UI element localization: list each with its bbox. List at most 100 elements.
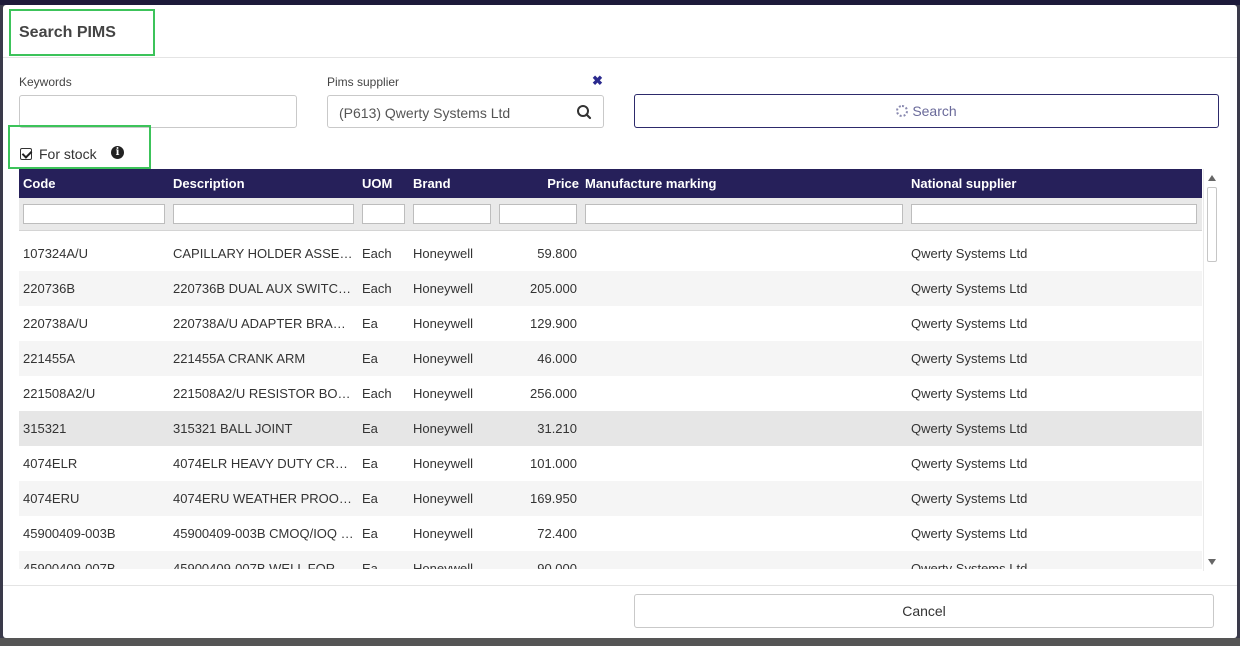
cell-code: 4074ERU bbox=[23, 491, 80, 506]
column-header-uom[interactable]: UOM bbox=[362, 176, 393, 191]
cell-brand: Honeywell bbox=[413, 526, 473, 541]
cell-national-supplier: Qwerty Systems Ltd bbox=[911, 351, 1028, 366]
cell-price: 59.800 bbox=[537, 246, 577, 261]
filter-national-supplier-input[interactable] bbox=[911, 204, 1197, 224]
cell-national-supplier: Qwerty Systems Ltd bbox=[911, 526, 1028, 541]
search-pims-dialog: Search PIMS Keywords Pims supplier ✖ (P6… bbox=[3, 5, 1237, 638]
cell-description: 45900409-007B WELL FOR SENSOR bbox=[173, 561, 355, 569]
for-stock-label[interactable]: For stock bbox=[39, 146, 97, 162]
cell-national-supplier: Qwerty Systems Ltd bbox=[911, 491, 1028, 506]
pims-supplier-label: Pims supplier bbox=[327, 75, 400, 89]
grid-scrollbar[interactable] bbox=[1203, 169, 1219, 571]
cell-uom: Ea bbox=[362, 421, 378, 436]
table-row[interactable]: 4074ERU 4074ERU WEATHER PROOF COVER Ea Hone… bbox=[19, 481, 1202, 516]
table-row[interactable]: 45900409-003B 45900409-003B CMOQ/IOQ MODU… bbox=[19, 516, 1202, 551]
table-row[interactable]: 315321 315321 BALL JOINT Ea Honeywell 31.210… bbox=[19, 411, 1202, 446]
cell-brand: Honeywell bbox=[413, 386, 473, 401]
for-stock-group: For stock i bbox=[8, 125, 151, 169]
filter-description-input[interactable] bbox=[173, 204, 354, 224]
cell-description: 315321 BALL JOINT bbox=[173, 421, 293, 436]
scrollbar-thumb[interactable] bbox=[1207, 187, 1217, 262]
filter-price-input[interactable] bbox=[499, 204, 577, 224]
scroll-down-arrow-icon[interactable] bbox=[1208, 559, 1216, 565]
cell-code: 315321 bbox=[23, 421, 67, 436]
column-header-brand[interactable]: Brand bbox=[413, 176, 451, 191]
for-stock-checkbox[interactable] bbox=[20, 148, 32, 160]
cell-description: 221455A CRANK ARM bbox=[173, 351, 306, 366]
cell-price: 46.000 bbox=[537, 351, 577, 366]
info-icon[interactable]: i bbox=[111, 146, 124, 159]
cell-brand: Honeywell bbox=[413, 491, 473, 506]
keywords-label: Keywords bbox=[19, 75, 72, 89]
cell-brand: Honeywell bbox=[413, 456, 473, 471]
cell-national-supplier: Qwerty Systems Ltd bbox=[911, 561, 1028, 569]
cell-price: 90.000 bbox=[537, 561, 577, 569]
cell-description: 220736B DUAL AUX SWITCH KIT bbox=[173, 281, 355, 296]
table-row[interactable]: 221455A 221455A CRANK ARM Ea Honeywell 46.00… bbox=[19, 341, 1202, 376]
cell-national-supplier: Qwerty Systems Ltd bbox=[911, 281, 1028, 296]
cell-uom: Ea bbox=[362, 561, 378, 569]
table-row[interactable]: 221508A2/U 221508A2/U RESISTOR BOARD Each H… bbox=[19, 376, 1202, 411]
keywords-input[interactable] bbox=[19, 95, 297, 128]
cell-brand: Honeywell bbox=[413, 561, 473, 569]
cell-code: 221455A bbox=[23, 351, 76, 366]
column-header-price[interactable]: Price bbox=[547, 176, 579, 191]
loading-spinner-icon bbox=[896, 105, 909, 117]
cell-uom: Ea bbox=[362, 491, 378, 506]
clear-supplier-icon[interactable]: ✖ bbox=[592, 73, 603, 88]
cell-uom: Ea bbox=[362, 456, 378, 471]
cell-uom: Each bbox=[362, 386, 392, 401]
cell-description: 221508A2/U RESISTOR BOARD bbox=[173, 386, 355, 401]
column-header-national-supplier[interactable]: National supplier bbox=[911, 176, 1017, 191]
scroll-up-arrow-icon[interactable] bbox=[1208, 175, 1216, 181]
magnifier-icon bbox=[577, 105, 592, 120]
table-row[interactable]: 220736B 220736B DUAL AUX SWITCH KIT Each Ho… bbox=[19, 271, 1202, 306]
cell-national-supplier: Qwerty Systems Ltd bbox=[911, 386, 1028, 401]
results-grid: Code Description UOM Brand Price Manufac… bbox=[19, 169, 1202, 569]
cell-national-supplier: Qwerty Systems Ltd bbox=[911, 456, 1028, 471]
cell-code: 4074ELR bbox=[23, 456, 78, 471]
cell-code: 45900409-007B bbox=[23, 561, 116, 569]
search-button-label: Search bbox=[912, 103, 957, 119]
cell-brand: Honeywell bbox=[413, 281, 473, 296]
cell-description: 4074ELR HEAVY DUTY CRANK ARM bbox=[173, 456, 355, 471]
cell-description: 4074ERU WEATHER PROOF COVER bbox=[173, 491, 355, 506]
cell-brand: Honeywell bbox=[413, 351, 473, 366]
filter-uom-input[interactable] bbox=[362, 204, 405, 224]
cell-price: 169.950 bbox=[530, 491, 577, 506]
cell-brand: Honeywell bbox=[413, 246, 473, 261]
filter-brand-input[interactable] bbox=[413, 204, 491, 224]
table-row[interactable]: 107324A/U CAPILLARY HOLDER ASSEMBLY Each Ho… bbox=[19, 236, 1202, 271]
backdrop-top bbox=[0, 0, 1240, 5]
grid-header: Code Description UOM Brand Price Manufac… bbox=[19, 169, 1202, 198]
cell-code: 221508A2/U bbox=[23, 386, 96, 401]
cell-code: 220738A/U bbox=[23, 316, 89, 331]
cell-price: 101.000 bbox=[530, 456, 577, 471]
supplier-lookup-button[interactable] bbox=[565, 95, 604, 128]
cell-national-supplier: Qwerty Systems Ltd bbox=[911, 316, 1028, 331]
column-header-code[interactable]: Code bbox=[23, 176, 56, 191]
cell-national-supplier: Qwerty Systems Ltd bbox=[911, 421, 1028, 436]
cell-uom: Ea bbox=[362, 351, 378, 366]
table-row[interactable]: 220738A/U 220738A/U ADAPTER BRACKET Ea Hone… bbox=[19, 306, 1202, 341]
table-row[interactable]: 4074ELR 4074ELR HEAVY DUTY CRANK ARM Ea Hon… bbox=[19, 446, 1202, 481]
pims-supplier-input[interactable]: (P613) Qwerty Systems Ltd bbox=[327, 95, 566, 128]
table-row[interactable]: 45900409-007B 45900409-007B WELL FOR SENS… bbox=[19, 551, 1202, 569]
column-header-description[interactable]: Description bbox=[173, 176, 245, 191]
dialog-title: Search PIMS bbox=[9, 9, 155, 56]
cell-price: 205.000 bbox=[530, 281, 577, 296]
search-button[interactable]: Search bbox=[634, 94, 1219, 128]
filter-manufacture-marking-input[interactable] bbox=[585, 204, 903, 224]
cell-brand: Honeywell bbox=[413, 421, 473, 436]
cell-uom: Ea bbox=[362, 316, 378, 331]
cell-price: 31.210 bbox=[537, 421, 577, 436]
backdrop-bottom bbox=[0, 638, 1240, 646]
cell-code: 45900409-003B bbox=[23, 526, 116, 541]
filter-code-input[interactable] bbox=[23, 204, 165, 224]
cell-price: 129.900 bbox=[530, 316, 577, 331]
dialog-header: Search PIMS bbox=[3, 5, 1237, 58]
cancel-button[interactable]: Cancel bbox=[634, 594, 1214, 628]
column-header-manufacture-marking[interactable]: Manufacture marking bbox=[585, 176, 717, 191]
cell-uom: Ea bbox=[362, 526, 378, 541]
dialog-footer: Cancel bbox=[3, 585, 1237, 638]
